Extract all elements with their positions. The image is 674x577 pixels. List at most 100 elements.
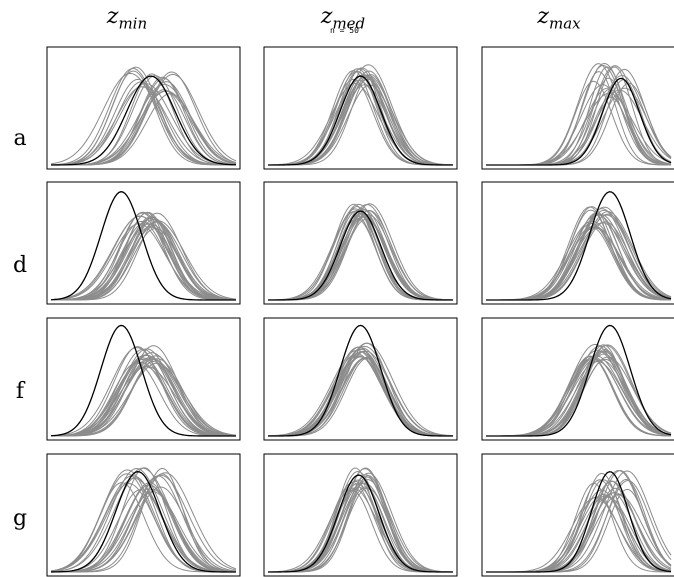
sample-density-curve — [267, 486, 453, 573]
sample-density-curve — [268, 203, 454, 301]
sample-density-curve — [50, 86, 237, 166]
panel-f-min — [46, 317, 241, 441]
sample-density-curve — [268, 213, 454, 301]
sample-density-curve — [50, 354, 237, 437]
column-title-min-sub: min — [118, 14, 148, 33]
sample-density-curve — [268, 84, 454, 166]
reference-density-curve — [486, 471, 672, 573]
sample-density-curve — [51, 212, 237, 301]
column-title-max: zmax — [459, 4, 659, 32]
reference-density-curve — [268, 210, 453, 301]
panel-frame — [481, 453, 674, 577]
sample-density-curve — [268, 84, 454, 166]
sample-density-curve — [267, 353, 454, 437]
sample-density-curve — [267, 215, 454, 301]
column-title-med: zmed — [243, 4, 443, 32]
panel-f-med — [263, 317, 458, 441]
sample-density-curve — [51, 482, 237, 573]
sample-density-curve — [268, 203, 453, 301]
sample-density-curve — [51, 93, 237, 166]
panel-frame — [46, 181, 241, 305]
sample-density-curve — [486, 214, 672, 301]
sample-density-curve — [50, 354, 237, 437]
reference-density-curve — [50, 191, 236, 301]
sample-density-curve — [50, 477, 237, 573]
row-label-g: g — [12, 506, 28, 531]
sample-density-curve — [50, 482, 236, 573]
sample-density-curve — [50, 468, 237, 573]
column-title-min-base: z — [106, 4, 119, 29]
reference-density-curve — [50, 471, 236, 573]
sample-density-curve — [267, 356, 454, 437]
sample-density-curve — [268, 209, 453, 301]
reference-density-curve — [50, 324, 236, 437]
sample-density-curve — [268, 74, 454, 166]
sample-density-curve — [50, 347, 237, 437]
reference-density-curve — [267, 474, 453, 573]
sample-density-curve — [268, 357, 454, 437]
sample-density-curve — [267, 210, 453, 301]
sample-density-curve — [267, 209, 454, 301]
row-label-f: f — [15, 379, 25, 404]
panel-frame — [46, 317, 241, 441]
sample-density-curve — [268, 487, 453, 573]
panel-frame — [263, 317, 458, 441]
sample-density-curve — [267, 482, 453, 573]
row-label-d: d — [12, 253, 28, 278]
sample-density-curve — [50, 67, 236, 166]
panel-frame — [263, 46, 458, 170]
sample-density-curve — [268, 474, 453, 573]
sample-density-curve — [268, 351, 453, 437]
sample-density-curve — [268, 217, 453, 301]
sample-density-curve — [267, 349, 454, 437]
panel-g-min — [46, 453, 241, 577]
panel-d-max — [481, 181, 674, 305]
sample-density-curve — [51, 77, 237, 166]
sample-density-curve — [50, 81, 237, 166]
panel-f-max — [481, 317, 674, 441]
sample-density-curve — [268, 74, 453, 166]
sample-density-curve — [267, 347, 454, 437]
sample-density-curve — [268, 356, 454, 437]
sample-density-curve — [268, 76, 454, 166]
sample-density-curve — [51, 358, 237, 437]
column-title-med-base: z — [320, 4, 333, 29]
sample-density-curve — [268, 215, 454, 301]
panel-frame — [481, 181, 674, 305]
panel-frame — [263, 181, 458, 305]
panel-d-min — [46, 181, 241, 305]
sample-density-curve — [267, 355, 454, 437]
sample-density-curve — [51, 75, 237, 166]
panel-frame — [46, 46, 241, 170]
panel-d-med — [263, 181, 458, 305]
sample-density-curve — [267, 82, 454, 166]
row-label-a: a — [13, 126, 27, 151]
sample-density-curve — [267, 350, 454, 437]
sample-density-curve — [50, 348, 237, 437]
sample-density-curve — [51, 473, 237, 573]
sample-density-curve — [267, 68, 454, 166]
sample-density-curve — [267, 487, 454, 573]
sample-density-curve — [268, 214, 454, 301]
reference-density-curve — [267, 324, 454, 437]
sample-density-curve — [268, 479, 453, 573]
sample-density-curve — [50, 215, 237, 301]
panel-g-max — [481, 453, 674, 577]
panel-frame — [263, 453, 458, 577]
panel-a-med — [263, 46, 458, 170]
panel-frame — [46, 453, 241, 577]
sample-density-curve — [267, 356, 454, 437]
sample-density-curve — [268, 486, 453, 573]
sample-density-curve — [267, 355, 454, 437]
panel-a-min — [46, 46, 241, 170]
sample-density-curve — [268, 68, 453, 166]
panel-frame — [481, 46, 674, 170]
sample-density-curve — [268, 350, 454, 437]
reference-density-curve — [268, 75, 453, 166]
sample-density-curve — [267, 203, 454, 301]
sample-density-curve — [268, 74, 453, 166]
sample-density-curve — [268, 357, 454, 437]
sample-density-curve — [268, 213, 453, 301]
sample-density-curve — [268, 215, 453, 301]
